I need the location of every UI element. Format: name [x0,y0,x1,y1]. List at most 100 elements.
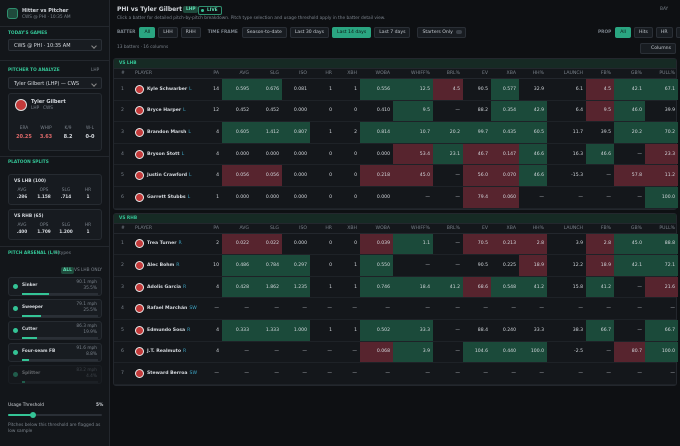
stat-cell: — [274,306,279,312]
batter-row[interactable]: 1 Trea Turner R 2 0.022 0.022 0.000 0 0 0.039 1.1—… [114,233,678,256]
batter-row[interactable]: 2 Alec Bohm R 10 0.486 0.784 0.297 0 1 0.550 — — 90.… [114,255,678,277]
filter-option[interactable]: RHH [180,27,201,38]
column-header[interactable]: EV [481,225,488,231]
batter-row[interactable]: 5 Justin Crawford L 4 0.056 0.056 0.000 0 0 0.218… [114,165,678,187]
pitch-card[interactable]: Four-seam FB 91.6 mph 8.8% [8,343,102,362]
column-header[interactable]: HH% [532,225,544,231]
batter-row[interactable]: 4 Bryson Stott L 4 0.000 0.000 0.000 0 0 0.000 53.… [114,143,678,166]
filter-option[interactable]: Last 7 days [374,27,411,38]
filter-option[interactable]: K [675,27,680,38]
column-header[interactable]: GB% [630,71,642,76]
pitch-card[interactable]: Cutter 86.3 mph 19.9% [8,321,102,340]
column-header[interactable]: FB% [600,225,611,231]
stat-cell: 0 [354,173,357,179]
stat-cell: 70.5 [463,233,491,255]
slider-knob[interactable] [30,412,36,418]
column-header[interactable]: # [121,225,125,231]
column-header[interactable]: FB% [600,71,611,76]
column-header[interactable]: PLAYER [135,71,153,76]
column-header[interactable]: WHIFF% [410,225,430,231]
filter-option[interactable]: All [615,27,631,38]
rank: 1 [121,241,124,247]
starters-toggle[interactable]: Starters Only [417,27,466,38]
stat-cell: 0.550 [360,255,393,276]
pitcher-select[interactable]: Tyler Gilbert (LHP) — CWS [8,77,102,89]
column-header[interactable]: ISO [299,225,307,231]
batter-row[interactable]: 5 Edmundo Sosa R 4 0.333 1.333 1.000 1 1 0.502 33.… [114,319,678,342]
column-header[interactable]: PA [213,71,219,76]
stat-cell: 20.2 [433,122,463,143]
stat-cell: 39.5 [600,129,611,135]
stat-cell: 11.2 [645,165,678,186]
rank: 1 [121,86,124,92]
column-header[interactable]: WOBA [375,71,390,76]
batter-row[interactable]: 7 Steward Berroa SW — — — — — — — — — — — — — — — — [114,363,676,385]
column-header[interactable]: HR [325,225,332,231]
filter-all[interactable]: ALL [61,267,74,274]
column-header[interactable]: XBH [347,71,357,76]
column-header[interactable]: PULL% [659,225,675,231]
column-header[interactable]: AVG [239,71,249,76]
column-header[interactable]: WOBA [375,225,390,231]
batter-row[interactable]: 4 Rafael Marchán SW — — — — — — — — — — — — — — — — [114,298,676,320]
pitch-card[interactable]: Sinker 90.1 mph 35.5% [8,277,102,296]
column-header[interactable]: HR [325,71,332,76]
pitch-card[interactable]: Sweeper 79.1 mph 25.5% [8,299,102,318]
stat-cell: 72.1 [645,255,678,276]
player-name: Rafael Marchán [147,306,188,312]
filter-option[interactable]: Last 30 days [289,27,330,38]
batter-row[interactable]: 3 Brandon Marsh L 4 0.605 1.412 0.807 1 2 0.814 10… [114,122,678,144]
filter-option[interactable]: Hits [633,27,653,38]
player-hand: R [178,241,182,247]
batter-row[interactable]: 6 Garrett Stubbs L 1 0.000 0.000 0.000 0 0 0.000 —… [114,186,678,209]
pitch-card[interactable]: Splitter 83.2 mph 4.4% [8,365,102,384]
stat-value: 3.63 [39,134,53,140]
threshold-label: Usage Threshold [8,403,44,408]
column-header[interactable]: PULL% [659,71,675,76]
stat-cell: 0.784 [252,255,282,276]
headshot [135,304,144,314]
filter-option[interactable]: HR [655,27,673,38]
filter-vs[interactable]: VS LHB ONLY [74,268,103,273]
column-header[interactable]: AVG [239,225,249,231]
game-select[interactable]: CWS @ PHI · 10:35 AM [8,39,102,51]
column-header[interactable]: LAUNCH [563,225,583,231]
batter-row[interactable]: 2 Bryce Harper L 12 0.452 0.452 0.000 0 0 0.410 9.… [114,100,676,123]
column-header[interactable]: LAUNCH [563,71,583,76]
player-hand: R [187,327,191,333]
filter-option[interactable]: Season-to-date [241,27,287,38]
column-header[interactable]: SLG [269,71,279,76]
column-header[interactable]: # [121,71,125,76]
stat-cell: 0.000 [235,151,249,157]
column-header[interactable]: PLAYER [135,225,153,231]
player-cell: Bryson Stott L [132,144,206,165]
column-header[interactable]: XBA [506,225,516,231]
column-header[interactable]: WHIFF% [410,71,430,76]
filter-option[interactable]: LHH [158,27,178,38]
stat-cell: 0.605 [222,122,252,143]
batter-row[interactable]: 6 J.T. Realmuto R 4— — — — —0.068 3.9—104.6 0.440… [114,341,678,364]
column-header[interactable]: GB% [630,225,642,231]
headshot [135,368,144,378]
column-header[interactable]: XBA [506,71,516,76]
stat-cell: 0.213 [491,233,519,255]
column-header[interactable]: HH% [532,71,544,76]
threshold-note: Pitches below this threshold are flagged… [8,423,101,434]
column-header[interactable]: EV [481,71,488,76]
pitcher-hand: LHP [91,68,100,73]
filter-option[interactable]: Last 14 days [332,27,372,38]
column-header[interactable]: SLG [269,225,279,231]
player-name: J.T. Realmuto [147,349,181,355]
stat-cell: 0.056 [222,165,252,186]
batter-row[interactable]: 1 Kyle Schwarber L 14 0.595 0.676 0.081 1 1 0.556… [114,79,678,101]
column-header[interactable]: ISO [299,71,307,76]
column-header[interactable]: BRL% [446,71,460,76]
column-header[interactable]: BRL% [446,225,460,231]
filter-option[interactable]: All [139,27,156,38]
column-header[interactable]: XBH [347,225,357,231]
batter-row[interactable]: 3 Adolis Garcia R 4 0.428 1.862 1.235 1 1 0.746 18… [114,276,678,299]
columns-button[interactable]: Columns [640,43,676,54]
column-header[interactable]: PA [213,225,219,231]
stat-cell: 1.412 [252,122,282,143]
